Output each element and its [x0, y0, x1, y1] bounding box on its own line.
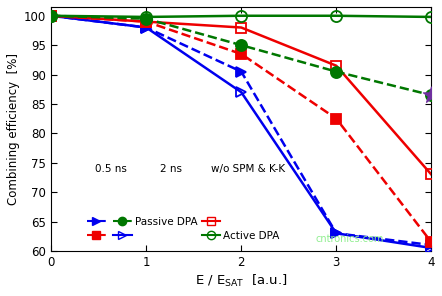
Y-axis label: Combining efficiency  [%]: Combining efficiency [%] — [7, 53, 20, 205]
Text: w/o SPM & K-K: w/o SPM & K-K — [211, 164, 285, 174]
Point — [428, 93, 435, 97]
Legend: , , Passive DPA, , , Active DPA: , , Passive DPA, , , Active DPA — [87, 217, 280, 241]
X-axis label: E / E$_{\mathregular{SAT}}$  [a.u.]: E / E$_{\mathregular{SAT}}$ [a.u.] — [195, 273, 288, 289]
Text: 2 ns: 2 ns — [160, 164, 182, 174]
Text: cntronics.com: cntronics.com — [316, 234, 384, 244]
Text: 0.5 ns: 0.5 ns — [95, 164, 127, 174]
